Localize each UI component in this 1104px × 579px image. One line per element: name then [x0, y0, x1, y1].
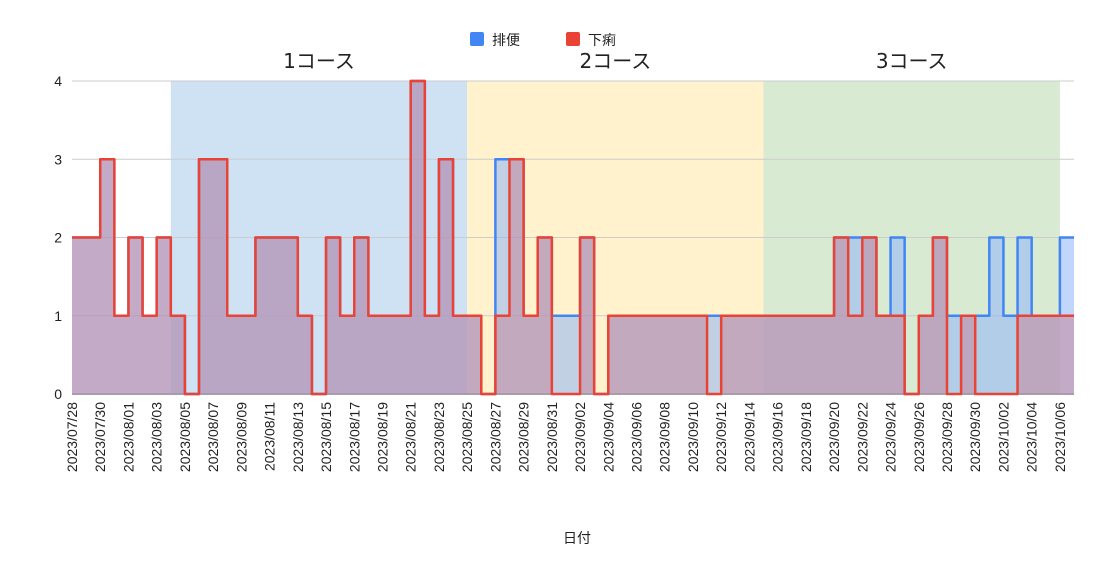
y-tick-label: 1 [54, 308, 62, 324]
x-tick-label: 2023/09/14 [741, 402, 757, 472]
x-tick-label: 2023/08/15 [318, 402, 334, 472]
x-tick-label: 2023/08/07 [205, 402, 221, 472]
x-tick-label: 2023/08/11 [262, 402, 278, 471]
x-tick-label: 2023/10/06 [1052, 402, 1068, 472]
x-tick-label: 2023/09/28 [939, 402, 955, 472]
series-areas [72, 79, 1074, 396]
x-tick-label: 2023/08/25 [459, 402, 475, 472]
y-tick-label: 4 [54, 73, 62, 89]
y-tick-label: 0 [54, 386, 62, 402]
course-label-2: 2コース [579, 49, 651, 73]
x-tick-label: 2023/07/28 [64, 402, 80, 472]
legend-swatch-1 [470, 32, 484, 46]
series-line-2 [72, 79, 1074, 396]
x-tick-label: 2023/09/24 [883, 402, 899, 472]
course-label-3: 3コース [876, 49, 948, 73]
x-tick-label: 2023/09/04 [600, 402, 616, 472]
legend-label-2: 下痢 [588, 33, 616, 49]
legend-label-1: 排便 [492, 33, 520, 49]
x-tick-label: 2023/10/02 [995, 402, 1011, 472]
course-labels: 1コース 2コース 3コース [283, 49, 947, 73]
x-tick-label: 2023/08/19 [374, 402, 390, 472]
x-tick-label: 2023/09/12 [713, 402, 729, 472]
x-tick-label: 2023/09/02 [572, 402, 588, 472]
x-axis-title: 日付 [563, 531, 591, 547]
y-axis-ticks: 0 1 2 3 4 [54, 73, 62, 402]
x-tick-label: 2023/07/30 [92, 402, 108, 472]
x-tick-label: 2023/08/31 [544, 402, 560, 472]
x-tick-label: 2023/08/23 [431, 402, 447, 472]
x-tick-label: 2023/08/09 [233, 402, 249, 472]
x-tick-label: 2023/09/06 [629, 402, 645, 472]
x-tick-label: 2023/09/30 [967, 402, 983, 472]
x-tick-label: 2023/09/16 [770, 402, 786, 472]
x-axis-ticks: 2023/07/28 2023/07/30 2023/08/01 2023/08/03… [64, 402, 1068, 472]
x-tick-label: 2023/08/05 [177, 402, 193, 472]
x-tick-label: 2023/08/01 [120, 402, 136, 472]
legend: 排便 下痢 [470, 32, 616, 49]
x-tick-label: 2023/08/17 [346, 402, 362, 472]
x-tick-label: 2023/08/29 [516, 402, 532, 472]
x-tick-label: 2023/09/10 [685, 402, 701, 472]
x-tick-label: 2023/09/18 [798, 402, 814, 472]
x-tick-label: 2023/08/03 [149, 402, 165, 472]
x-tick-label: 2023/09/08 [657, 402, 673, 472]
x-tick-label: 2023/08/13 [290, 402, 306, 472]
x-tick-label: 2023/09/26 [911, 402, 927, 472]
y-tick-label: 2 [54, 230, 62, 246]
x-tick-label: 2023/09/22 [854, 402, 870, 472]
x-tick-label: 2023/09/20 [826, 402, 842, 472]
x-tick-label: 2023/08/21 [403, 402, 419, 472]
course-label-1: 1コース [283, 49, 355, 73]
y-tick-label: 3 [54, 151, 62, 167]
x-tick-label: 2023/08/27 [487, 402, 503, 472]
legend-swatch-2 [566, 32, 580, 46]
x-tick-label: 2023/10/04 [1024, 402, 1040, 472]
